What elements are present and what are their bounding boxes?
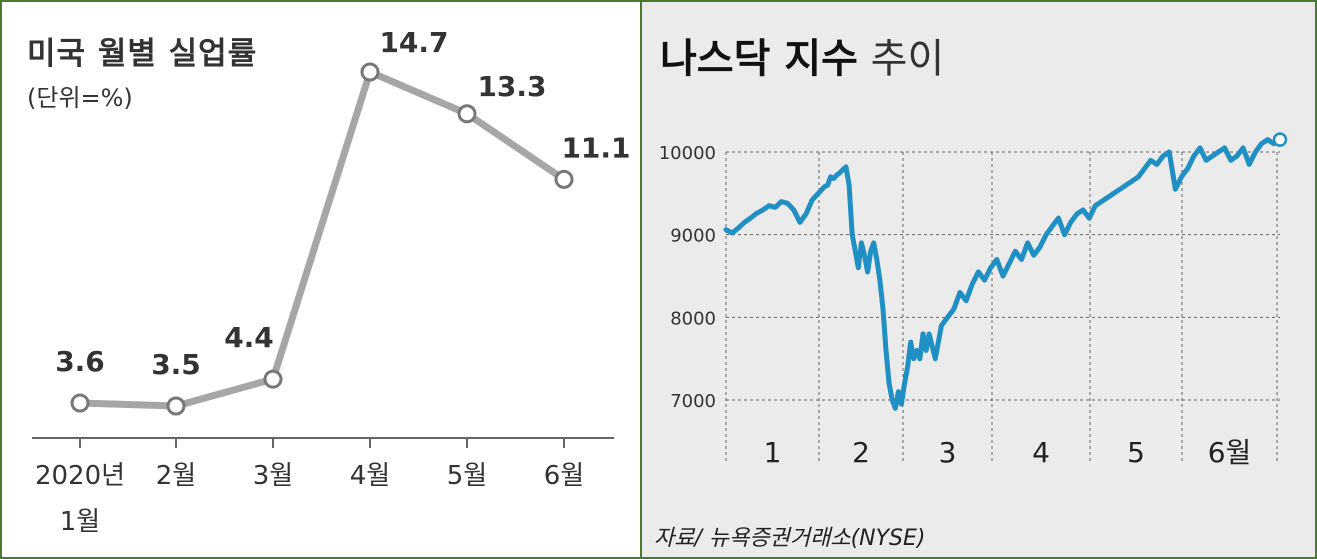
x-month-label: 5 <box>1127 436 1145 469</box>
data-point-marker <box>554 169 574 189</box>
panel-divider <box>640 0 642 559</box>
y-tick-label: 8000 <box>670 308 716 329</box>
y-tick-label: 9000 <box>670 226 716 247</box>
x-month-label: 1 <box>764 436 782 469</box>
data-point-marker <box>360 62 380 82</box>
x-month-label: 4 <box>1032 436 1050 469</box>
x-tick-label: 2월 <box>156 461 196 491</box>
data-value-label: 13.3 <box>477 70 546 103</box>
data-value-label: 3.5 <box>151 348 201 381</box>
nasdaq-source-note: 자료/ 뉴욕증권거래소(NYSE) <box>654 526 926 551</box>
unemployment-line-chart: 3.6 3.5 4.4 14.7 13.3 11.1 2020년 1월 2월 3월 4월 5월 6월 <box>32 26 631 537</box>
x-tick-label: 6월 <box>544 461 584 491</box>
x-month-label: 3 <box>939 436 957 469</box>
nasdaq-title-bold: 나스닥 지수 <box>660 36 858 82</box>
x-tick-label: 3월 <box>253 461 293 491</box>
unemployment-chart-title: 미국 월별 실업률 <box>27 36 258 72</box>
data-value-label: 14.7 <box>379 26 448 59</box>
unemployment-unit-label: (단위=%) <box>27 84 133 112</box>
x-month-label: 6월 <box>1208 436 1252 469</box>
data-value-label: 4.4 <box>224 321 274 354</box>
data-point-marker <box>457 104 477 124</box>
nasdaq-chart-title: 나스닥 지수 추이 <box>660 26 944 84</box>
data-point-marker <box>166 396 186 416</box>
data-point-marker <box>70 393 90 413</box>
nasdaq-panel: 나스닥 지수 추이 7000 8000 9000 10000 1 2 3 4 5 6월 자료/ 뉴… <box>642 2 1315 557</box>
data-value-label: 11.1 <box>561 131 630 164</box>
nasdaq-title-light: 추이 <box>870 36 945 82</box>
unemployment-panel: 미국 월별 실업률 (단위=%) 3.6 3.5 4.4 14.7 13.3 11.1 20… <box>2 2 640 557</box>
end-point-marker <box>1272 132 1288 147</box>
x-tick-label: 5월 <box>447 461 487 491</box>
y-tick-label: 10000 <box>659 143 716 164</box>
x-tick-label: 1월 <box>60 507 100 537</box>
nasdaq-line-chart: 7000 8000 9000 10000 1 2 3 4 5 6월 <box>659 132 1288 469</box>
x-month-label: 2 <box>852 436 870 469</box>
data-point-marker <box>263 369 283 389</box>
nasdaq-series-line <box>723 137 1283 411</box>
x-tick-label: 2020년 <box>35 461 125 491</box>
y-tick-label: 7000 <box>670 391 716 412</box>
data-value-label: 3.6 <box>55 345 105 378</box>
x-tick-label: 4월 <box>350 461 390 491</box>
unemployment-series-line <box>76 68 568 410</box>
